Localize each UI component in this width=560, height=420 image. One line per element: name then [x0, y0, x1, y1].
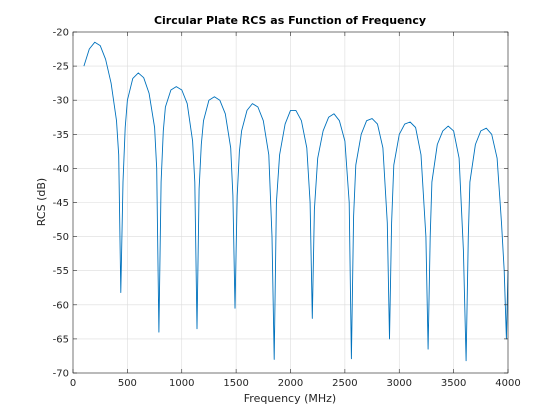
y-tick-label: -65 — [53, 334, 69, 345]
x-tick-label: 0 — [70, 378, 76, 389]
y-tick-label: -30 — [53, 96, 69, 107]
y-axis-label: RCS (dB) — [35, 178, 48, 226]
series-line — [83, 41, 509, 362]
x-tick-label: 500 — [118, 378, 137, 389]
ticks: 0 500 1000 1500 2000 2500 3000 3500 4000 -20 -25 -3… — [53, 28, 521, 390]
y-tick-label: -45 — [53, 198, 69, 209]
y-tick-label: -60 — [53, 300, 69, 311]
x-tick-label: 3000 — [387, 378, 412, 389]
y-tick-label: -70 — [53, 369, 69, 380]
x-tick-label: 4000 — [495, 378, 520, 389]
grid — [72, 31, 509, 374]
x-tick-label: 2000 — [278, 378, 303, 389]
x-axis-label: Frequency (MHz) — [244, 392, 336, 405]
x-tick-label: 2500 — [332, 378, 357, 389]
y-tick-label: -20 — [53, 28, 69, 39]
y-tick-label: -35 — [53, 130, 69, 141]
y-tick-label: -50 — [53, 232, 69, 243]
x-tick-label: 3500 — [441, 378, 466, 389]
y-tick-label: -40 — [53, 164, 69, 175]
series-layer — [83, 41, 509, 362]
chart-title: Circular Plate RCS as Function of Freque… — [154, 14, 426, 27]
y-tick-label: -25 — [53, 62, 69, 73]
x-tick-label: 1500 — [223, 378, 248, 389]
x-tick-label: 1000 — [169, 378, 194, 389]
y-tick-label: -55 — [53, 266, 69, 277]
